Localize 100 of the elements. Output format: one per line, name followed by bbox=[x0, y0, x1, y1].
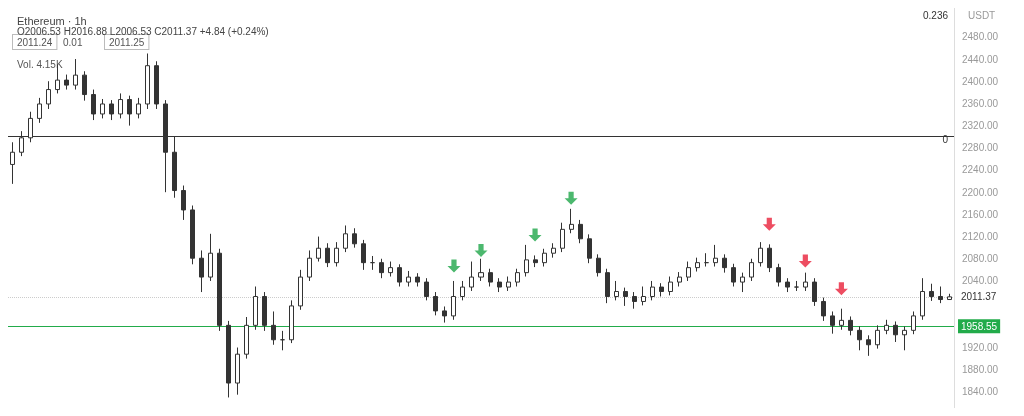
candlestick bbox=[388, 261, 393, 278]
y-tick-label: 1920.00 bbox=[962, 342, 999, 354]
candlestick bbox=[100, 98, 105, 119]
y-tick-label: 2280.00 bbox=[962, 142, 999, 154]
candlestick bbox=[451, 280, 456, 321]
candlestick bbox=[785, 277, 790, 293]
y-tick-label: 1880.00 bbox=[962, 364, 999, 376]
candlestick bbox=[803, 272, 808, 292]
candlestick bbox=[424, 277, 429, 301]
y-tick-label: 2040.00 bbox=[962, 275, 999, 287]
candlestick bbox=[749, 258, 754, 282]
candlestick bbox=[560, 222, 565, 253]
ref-line-label: 2011.37 bbox=[961, 291, 997, 303]
candlestick bbox=[740, 272, 745, 293]
candlestick bbox=[758, 241, 763, 268]
annotation: Vol. 4.15K bbox=[17, 58, 63, 70]
candlestick bbox=[235, 347, 240, 396]
candlestick bbox=[208, 233, 213, 282]
candlestick bbox=[884, 319, 889, 335]
y-tick-label: 2240.00 bbox=[962, 164, 999, 176]
candlestick bbox=[812, 277, 817, 307]
candlestick bbox=[551, 242, 556, 259]
point bbox=[528, 228, 542, 242]
candlestick bbox=[542, 248, 547, 268]
point bbox=[834, 282, 848, 296]
candlestick bbox=[199, 249, 204, 293]
point bbox=[762, 217, 776, 231]
annotation: 2011.24 bbox=[17, 36, 53, 48]
candlestick bbox=[343, 224, 348, 253]
candlestick bbox=[911, 310, 916, 335]
candlestick bbox=[614, 280, 619, 301]
candlestick bbox=[659, 282, 664, 297]
candlestick bbox=[109, 99, 114, 121]
candlestick bbox=[578, 219, 583, 244]
candlestick bbox=[307, 249, 312, 282]
candlestick bbox=[596, 253, 601, 278]
candlestick bbox=[280, 330, 285, 351]
y-tick-label: 2360.00 bbox=[962, 97, 999, 109]
candlestick bbox=[731, 263, 736, 287]
candlestick bbox=[136, 97, 141, 119]
candlestick bbox=[262, 291, 267, 332]
candlestick bbox=[370, 255, 375, 271]
candlestick bbox=[397, 263, 402, 287]
candlestick bbox=[893, 320, 898, 343]
candlestick bbox=[433, 291, 438, 316]
candlestick bbox=[217, 248, 222, 332]
candlestick bbox=[515, 268, 520, 287]
y-tick-label: 2120.00 bbox=[962, 231, 999, 243]
point bbox=[474, 243, 488, 257]
candlestick bbox=[181, 185, 186, 221]
annotation: 0.01 bbox=[63, 36, 83, 48]
candlestick bbox=[190, 205, 195, 265]
y-tick-label: 2200.00 bbox=[962, 186, 999, 198]
candlestick bbox=[488, 268, 493, 287]
candlestick bbox=[875, 324, 880, 350]
candlestick bbox=[821, 297, 826, 322]
candlestick bbox=[902, 325, 907, 351]
candlestick bbox=[244, 316, 249, 360]
candlestick bbox=[506, 276, 511, 292]
candlestick bbox=[253, 286, 258, 331]
candlestick bbox=[839, 308, 844, 331]
candlestick bbox=[334, 241, 339, 268]
candlestick bbox=[533, 254, 538, 268]
candlestick bbox=[73, 58, 78, 91]
candlestick bbox=[524, 244, 529, 278]
text: Ethereum · 1h bbox=[17, 14, 87, 27]
y-tick-label: 2440.00 bbox=[962, 53, 999, 65]
candlestick bbox=[415, 272, 420, 287]
candlestick bbox=[497, 277, 502, 293]
candlestick bbox=[920, 277, 925, 321]
candlestick bbox=[91, 89, 96, 121]
candlestick bbox=[641, 286, 646, 306]
candlestick bbox=[947, 293, 952, 301]
annotation: 0.236 bbox=[922, 9, 949, 21]
candlestick bbox=[127, 95, 132, 127]
candlestick bbox=[569, 208, 574, 234]
text: O2006.53 H2016.88 L2006.53 C2011.37 +4.84 (+0.24%) bbox=[17, 25, 269, 37]
candlestick bbox=[325, 242, 330, 268]
candlestick bbox=[442, 305, 447, 324]
candlestick bbox=[623, 287, 628, 307]
candlestick bbox=[64, 74, 69, 91]
point bbox=[564, 191, 578, 205]
candlestick bbox=[118, 92, 123, 119]
y-tick-label: 2480.00 bbox=[962, 31, 999, 43]
y-tick-label: 1840.00 bbox=[962, 386, 999, 398]
candlestick bbox=[145, 52, 150, 110]
candlestick bbox=[226, 320, 231, 398]
annotation: 2011.25 bbox=[109, 36, 145, 48]
candlestick bbox=[650, 280, 655, 301]
candlestick bbox=[82, 70, 87, 102]
candlestick bbox=[469, 261, 474, 292]
candlestick bbox=[857, 325, 862, 351]
y-tick-label: 2320.00 bbox=[962, 120, 999, 132]
candlestick bbox=[632, 291, 637, 310]
candlestick bbox=[722, 253, 727, 274]
candlestick bbox=[767, 243, 772, 273]
candlestick bbox=[46, 80, 51, 110]
candlestick bbox=[695, 257, 700, 273]
candlestick bbox=[848, 315, 853, 336]
candlestick bbox=[298, 269, 303, 311]
